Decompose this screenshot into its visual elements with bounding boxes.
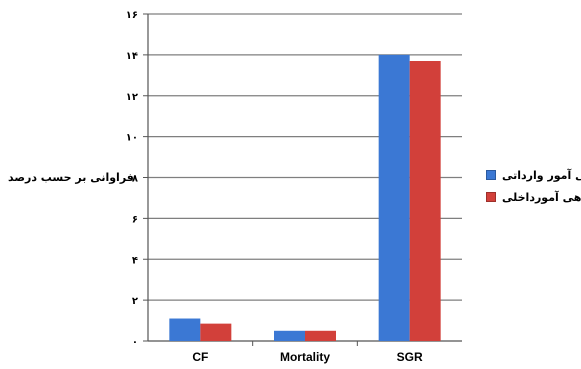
- y-tick-label: ۴: [132, 255, 138, 266]
- x-category-label: CF: [192, 350, 208, 364]
- legend-swatch-imported: [486, 170, 496, 180]
- y-tick-label: ۱۲: [126, 92, 138, 103]
- y-axis-label: فراوانی بر حسب درصد: [8, 171, 134, 184]
- legend-label-domestic: ماهی آمورداخلی: [502, 190, 581, 204]
- y-tick-label: ۱۶: [126, 10, 138, 21]
- y-tick-label: ۱۴: [126, 51, 138, 62]
- bar-mortality-series-2: [305, 330, 336, 341]
- legend-label-imported: ماهی آمور وارداتی: [502, 168, 581, 182]
- y-tick-label: ۸: [132, 174, 138, 185]
- legend-swatch-domestic: [486, 192, 496, 202]
- legend-item-imported: ماهی آمور وارداتی: [486, 164, 581, 186]
- y-tick-label: ۰: [132, 337, 138, 348]
- y-tick-label: ۶: [132, 214, 138, 225]
- bar-sgr-series-1: [378, 54, 410, 341]
- x-category-label: SGR: [397, 350, 423, 364]
- y-tick-label: ۲: [132, 296, 138, 307]
- bar-cf-series-2: [200, 323, 232, 341]
- bar-mortality-series-1: [274, 330, 305, 341]
- bar-cf-series-1: [169, 318, 201, 341]
- legend-item-domestic: ماهی آمورداخلی: [486, 186, 581, 208]
- bar-sgr-series-2: [409, 61, 441, 341]
- x-category-label: Mortality: [280, 350, 330, 364]
- y-tick-label: ۱۰: [126, 133, 138, 144]
- legend: ماهی آمور وارداتی ماهی آمورداخلی: [486, 164, 581, 208]
